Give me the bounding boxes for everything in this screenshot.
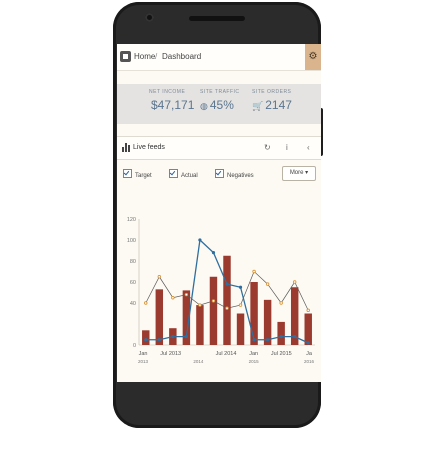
actual-point — [293, 335, 297, 339]
bar-chart-icon — [122, 143, 130, 152]
chart-bar — [155, 289, 164, 345]
target-point — [292, 280, 297, 284]
y-tick-label: 100 — [127, 238, 136, 244]
target-point — [279, 301, 283, 305]
actual-point — [225, 282, 229, 286]
target-point — [198, 303, 202, 307]
stat-value: 45% — [209, 98, 234, 112]
x-tick-sublabel: 2014 — [193, 359, 204, 364]
more-dropdown[interactable]: More ▾ — [282, 166, 316, 181]
cart-icon: 🛒 — [252, 101, 264, 111]
actual-point — [238, 285, 243, 289]
x-tick-sublabel: 2016 — [304, 359, 315, 364]
stat-label: NET INCOME — [149, 89, 186, 95]
y-tick-label: 40 — [130, 301, 136, 307]
x-tick-label: Jul 2013 — [160, 351, 181, 357]
x-tick-label: Jul 2015 — [271, 351, 292, 357]
actual-checkbox[interactable] — [169, 169, 178, 178]
x-tick-sublabel: 2013 — [138, 359, 149, 364]
actual-point — [184, 335, 188, 339]
widget-header: Live feeds ↻ i ‹ — [117, 136, 321, 160]
stats-panel: NET INCOME $47,171 SITE TRAFFIC ◍ 45% SIT… — [117, 84, 321, 124]
info-icon[interactable]: i — [286, 143, 288, 152]
chart-bar — [182, 290, 191, 345]
option-label: Negatives — [227, 173, 254, 179]
actual-point — [198, 238, 202, 242]
option-label: Actual — [181, 173, 198, 179]
series-options: Target Actual Negatives — [117, 163, 321, 185]
earpiece — [189, 16, 245, 21]
app-screen: Home / Dashboard ⚙ NET INCOME $47,171 SI… — [117, 44, 321, 382]
stat-value-wrapper: ◍ 45% — [200, 98, 240, 112]
target-point — [252, 269, 256, 274]
x-tick-label: Jan — [139, 351, 148, 357]
collapse-icon[interactable]: ‹ — [307, 143, 310, 152]
chart-bar — [209, 276, 218, 345]
option-negatives[interactable]: Negatives — [215, 169, 254, 179]
stat-value-wrapper: $47,171 — [149, 98, 194, 112]
target-point — [238, 303, 243, 307]
power-button — [320, 108, 323, 156]
actual-point — [144, 338, 148, 342]
actual-point — [157, 338, 161, 342]
actual-point — [252, 338, 256, 342]
target-point — [211, 299, 216, 303]
breadcrumb-current: Dashboard — [162, 52, 202, 61]
refresh-icon[interactable]: ↻ — [264, 143, 271, 152]
stat-value: 2147 — [265, 98, 292, 112]
chart-bar — [236, 313, 245, 345]
stat-value-wrapper: 🛒 2147 — [252, 98, 292, 112]
breadcrumb-home[interactable]: Home — [134, 52, 156, 61]
target-point — [225, 306, 229, 310]
stat-value: $47,171 — [151, 98, 195, 112]
app-logo-icon[interactable] — [120, 51, 131, 62]
actual-point — [266, 338, 270, 342]
actual-point — [171, 335, 175, 339]
chart-bar — [263, 299, 272, 345]
widget-title: Live feeds — [133, 144, 165, 151]
target-point — [171, 296, 175, 300]
chart-bar — [250, 282, 258, 345]
y-tick-label: 0 — [133, 343, 136, 349]
negatives-checkbox[interactable] — [215, 169, 224, 178]
globe-icon: ◍ — [200, 101, 208, 111]
x-tick-label: Ja — [306, 351, 313, 357]
option-actual[interactable]: Actual — [169, 169, 198, 179]
chart-bar — [223, 255, 231, 345]
stat-site-orders: SITE ORDERS 🛒 2147 — [252, 89, 292, 112]
target-point — [265, 282, 270, 286]
stat-label: SITE ORDERS — [252, 89, 292, 95]
y-tick-label: 120 — [127, 217, 136, 223]
stat-net-income: NET INCOME $47,171 — [149, 89, 194, 112]
target-point — [144, 301, 148, 305]
chart-bar — [277, 321, 285, 345]
x-tick-sublabel: 2015 — [249, 359, 260, 364]
option-label: Target — [135, 173, 152, 179]
chart-bar — [290, 287, 299, 345]
x-tick-label: Jan — [249, 351, 258, 357]
actual-point — [306, 341, 310, 345]
front-camera — [145, 13, 154, 22]
gear-icon[interactable]: ⚙ — [305, 44, 321, 70]
breadcrumb-separator: / — [155, 52, 158, 61]
target-point — [184, 292, 189, 297]
stat-label: SITE TRAFFIC — [200, 89, 240, 95]
y-tick-label: 60 — [130, 280, 136, 286]
stat-site-traffic: SITE TRAFFIC ◍ 45% — [200, 89, 240, 112]
actual-point — [211, 251, 216, 255]
y-tick-label: 80 — [130, 259, 136, 265]
x-tick-label: Jul 2014 — [216, 351, 237, 357]
chart-bar — [304, 313, 312, 345]
option-target[interactable]: Target — [123, 169, 152, 179]
target-checkbox[interactable] — [123, 169, 132, 178]
chart-bar — [196, 305, 204, 345]
breadcrumb: Home / Dashboard ⚙ — [117, 44, 321, 71]
chart-bar — [142, 330, 150, 345]
target-point — [157, 275, 162, 279]
target-point — [306, 308, 310, 313]
actual-point — [279, 335, 283, 339]
